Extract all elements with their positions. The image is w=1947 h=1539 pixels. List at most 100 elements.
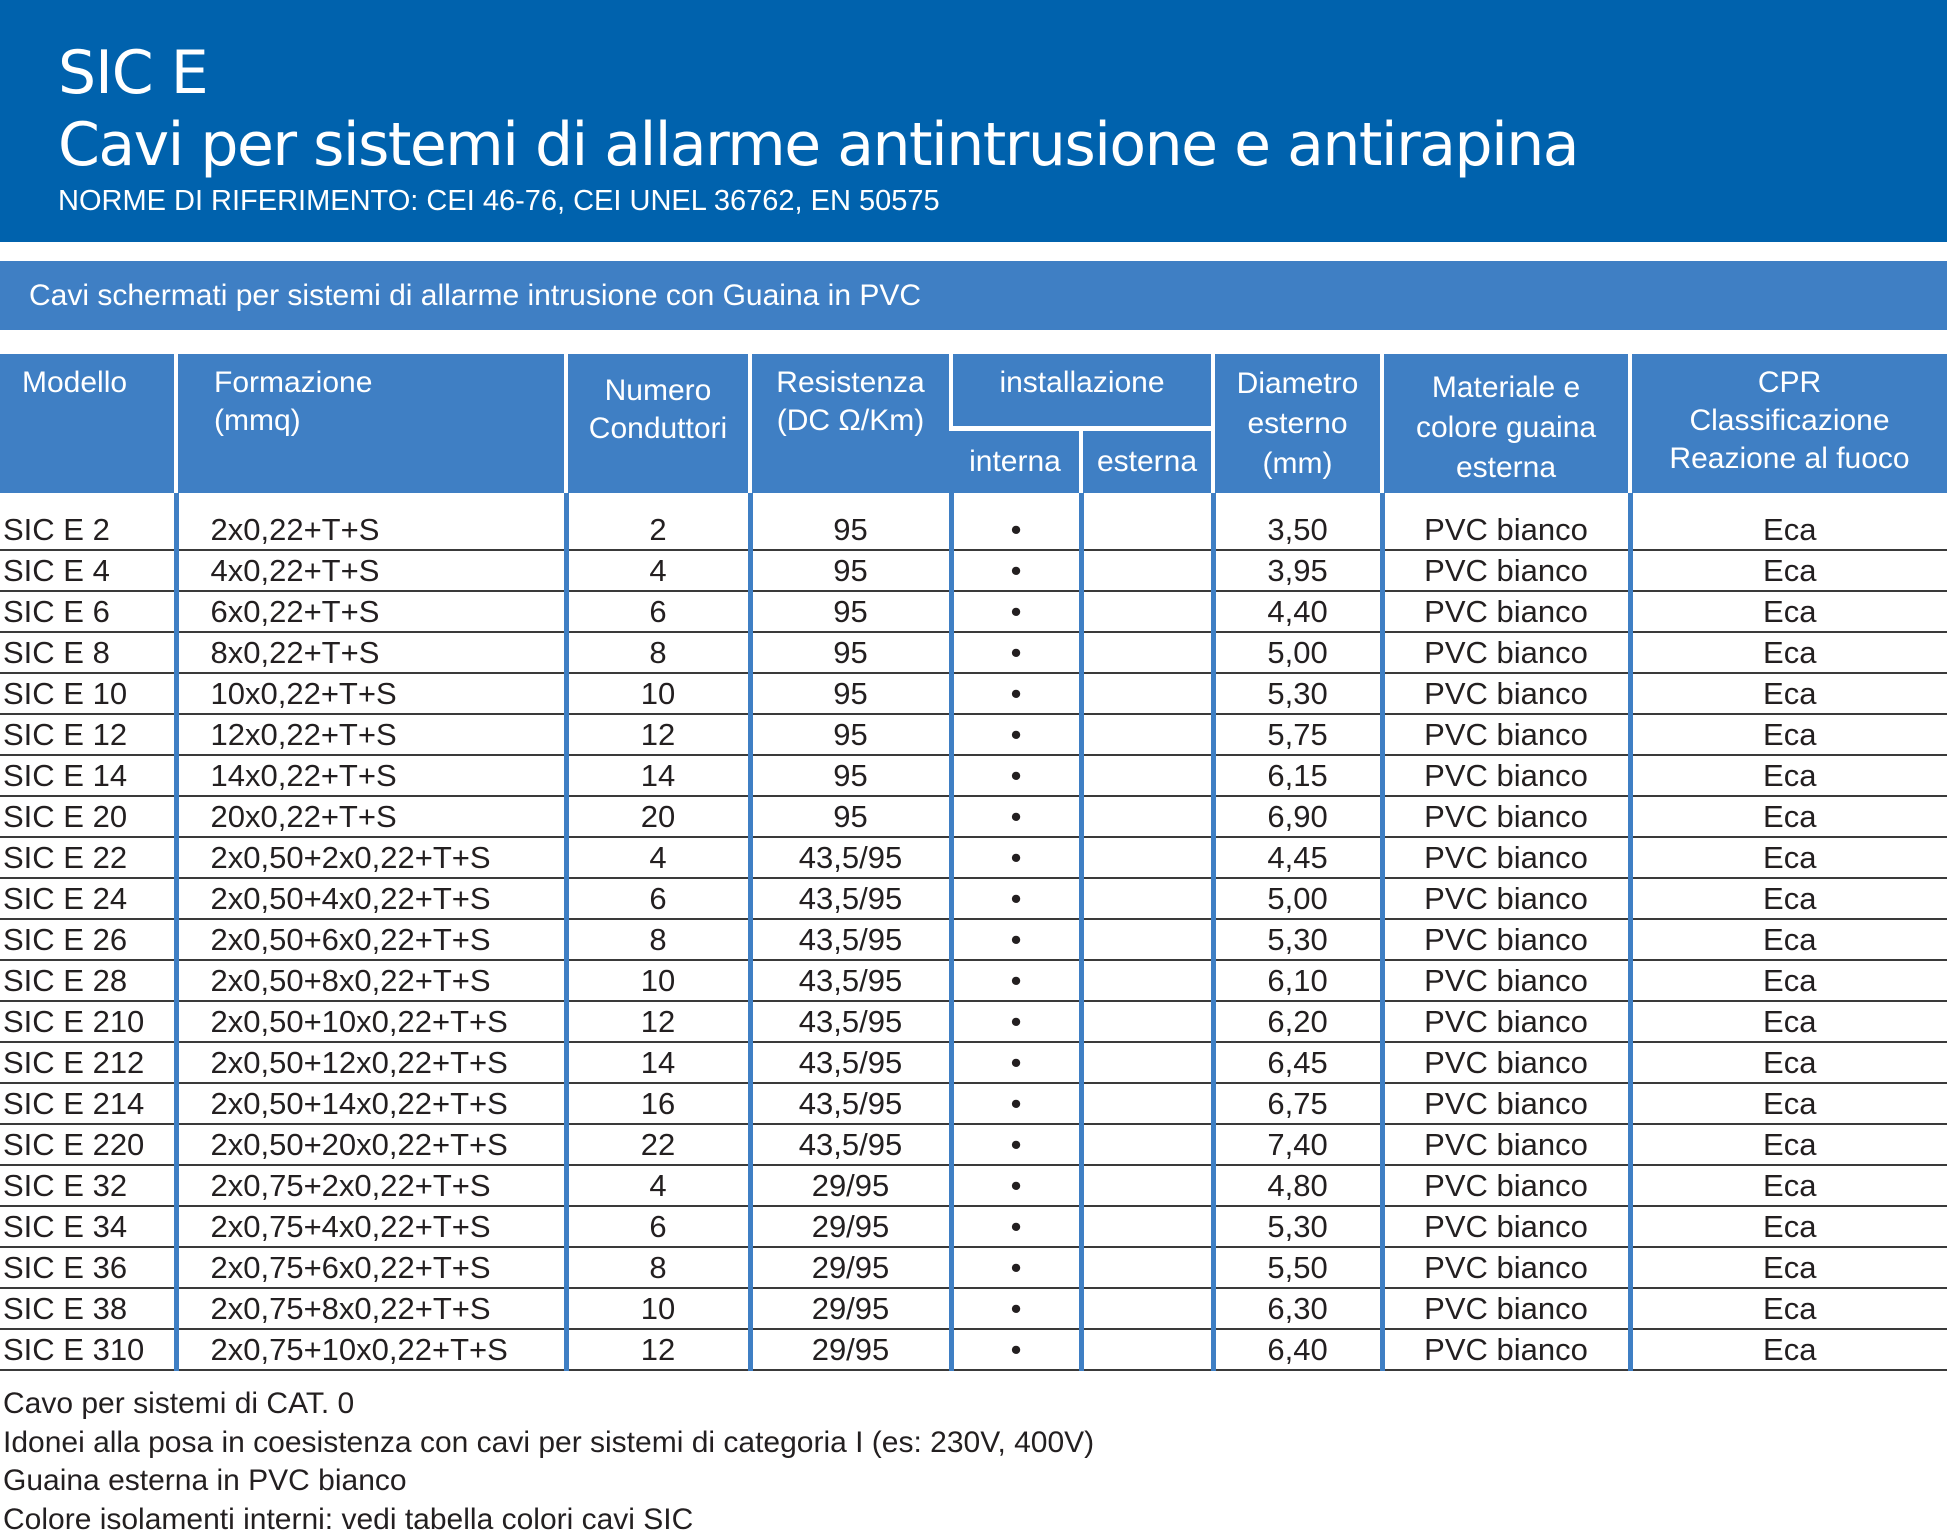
cell-interna: •: [951, 1329, 1081, 1370]
col-modello: Modello: [0, 354, 176, 493]
cell-interna: •: [951, 632, 1081, 673]
cell-materiale: PVC bianco: [1382, 1083, 1630, 1124]
cell-interna: •: [951, 960, 1081, 1001]
cell-diametro: 5,75: [1213, 714, 1382, 755]
cell-formazione: 10x0,22+T+S: [176, 673, 566, 714]
cell-modello: SIC E 36: [0, 1247, 176, 1288]
cell-modello: SIC E 220: [0, 1124, 176, 1165]
cell-esterna: [1081, 919, 1213, 960]
cell-interna: •: [951, 1165, 1081, 1206]
cell-modello: SIC E 214: [0, 1083, 176, 1124]
cell-interna: •: [951, 1001, 1081, 1042]
cell-formazione: 2x0,75+8x0,22+T+S: [176, 1288, 566, 1329]
cell-interna: •: [951, 1206, 1081, 1247]
cell-formazione: 2x0,50+14x0,22+T+S: [176, 1083, 566, 1124]
cell-cpr: Eca: [1630, 1288, 1947, 1329]
cell-interna: •: [951, 755, 1081, 796]
cell-formazione: 2x0,75+6x0,22+T+S: [176, 1247, 566, 1288]
cell-cpr: Eca: [1630, 1042, 1947, 1083]
cell-diametro: 4,40: [1213, 591, 1382, 632]
cell-materiale: PVC bianco: [1382, 837, 1630, 878]
section-band: Cavi schermati per sistemi di allarme in…: [0, 261, 1947, 330]
cell-esterna: [1081, 1206, 1213, 1247]
cell-esterna: [1081, 1288, 1213, 1329]
cell-numero-conduttori: 14: [566, 1042, 750, 1083]
cell-diametro: 6,90: [1213, 796, 1382, 837]
cell-esterna: [1081, 1001, 1213, 1042]
cell-diametro: 5,00: [1213, 878, 1382, 919]
cell-diametro: 5,30: [1213, 919, 1382, 960]
cell-interna: •: [951, 591, 1081, 632]
cell-modello: SIC E 2: [0, 493, 176, 550]
cell-modello: SIC E 38: [0, 1288, 176, 1329]
cell-modello: SIC E 8: [0, 632, 176, 673]
cell-interna: •: [951, 1083, 1081, 1124]
cell-formazione: 2x0,75+10x0,22+T+S: [176, 1329, 566, 1370]
cell-esterna: [1081, 591, 1213, 632]
col-numero-conduttori: Numero Conduttori: [566, 354, 750, 493]
cell-diametro: 4,80: [1213, 1165, 1382, 1206]
cell-modello: SIC E 6: [0, 591, 176, 632]
cell-materiale: PVC bianco: [1382, 755, 1630, 796]
cell-resistenza: 43,5/95: [750, 1001, 951, 1042]
section-title: Cavi schermati per sistemi di allarme in…: [0, 279, 921, 312]
cell-esterna: [1081, 673, 1213, 714]
cell-interna: •: [951, 1247, 1081, 1288]
cell-numero-conduttori: 12: [566, 1001, 750, 1042]
cell-esterna: [1081, 632, 1213, 673]
cell-numero-conduttori: 12: [566, 1329, 750, 1370]
cell-materiale: PVC bianco: [1382, 550, 1630, 591]
cell-interna: •: [951, 550, 1081, 591]
cell-diametro: 5,00: [1213, 632, 1382, 673]
cell-formazione: 6x0,22+T+S: [176, 591, 566, 632]
cell-esterna: [1081, 755, 1213, 796]
cell-esterna: [1081, 1042, 1213, 1083]
cell-resistenza: 95: [750, 632, 951, 673]
cell-materiale: PVC bianco: [1382, 493, 1630, 550]
cell-formazione: 2x0,50+10x0,22+T+S: [176, 1001, 566, 1042]
note: Idonei alla posa in coesistenza con cavi…: [3, 1424, 1094, 1463]
col-esterna: esterna: [1081, 429, 1213, 494]
cell-formazione: 2x0,50+4x0,22+T+S: [176, 878, 566, 919]
cell-materiale: PVC bianco: [1382, 960, 1630, 1001]
cell-numero-conduttori: 12: [566, 714, 750, 755]
cell-cpr: Eca: [1630, 1329, 1947, 1370]
cell-modello: SIC E 310: [0, 1329, 176, 1370]
cell-cpr: Eca: [1630, 878, 1947, 919]
cell-formazione: 2x0,22+T+S: [176, 493, 566, 550]
reference-norms: NORME DI RIFERIMENTO: CEI 46-76, CEI UNE…: [58, 184, 940, 218]
cell-materiale: PVC bianco: [1382, 632, 1630, 673]
cell-diametro: 5,30: [1213, 673, 1382, 714]
cell-cpr: Eca: [1630, 673, 1947, 714]
cell-cpr: Eca: [1630, 632, 1947, 673]
cell-numero-conduttori: 8: [566, 919, 750, 960]
cell-numero-conduttori: 8: [566, 1247, 750, 1288]
cell-diametro: 3,50: [1213, 493, 1382, 550]
cell-numero-conduttori: 6: [566, 878, 750, 919]
cell-interna: •: [951, 919, 1081, 960]
cell-modello: SIC E 28: [0, 960, 176, 1001]
cell-cpr: Eca: [1630, 837, 1947, 878]
cell-modello: SIC E 24: [0, 878, 176, 919]
cell-modello: SIC E 20: [0, 796, 176, 837]
cell-cpr: Eca: [1630, 1001, 1947, 1042]
cell-interna: •: [951, 1124, 1081, 1165]
cell-formazione: 2x0,75+4x0,22+T+S: [176, 1206, 566, 1247]
cell-cpr: Eca: [1630, 1247, 1947, 1288]
cell-formazione: 2x0,50+2x0,22+T+S: [176, 837, 566, 878]
cell-esterna: [1081, 1247, 1213, 1288]
cell-formazione: 8x0,22+T+S: [176, 632, 566, 673]
cell-resistenza: 43,5/95: [750, 919, 951, 960]
cell-interna: •: [951, 796, 1081, 837]
cell-diametro: 6,45: [1213, 1042, 1382, 1083]
col-resistenza: Resistenza (DC Ω/Km): [750, 354, 951, 493]
cell-numero-conduttori: 6: [566, 591, 750, 632]
